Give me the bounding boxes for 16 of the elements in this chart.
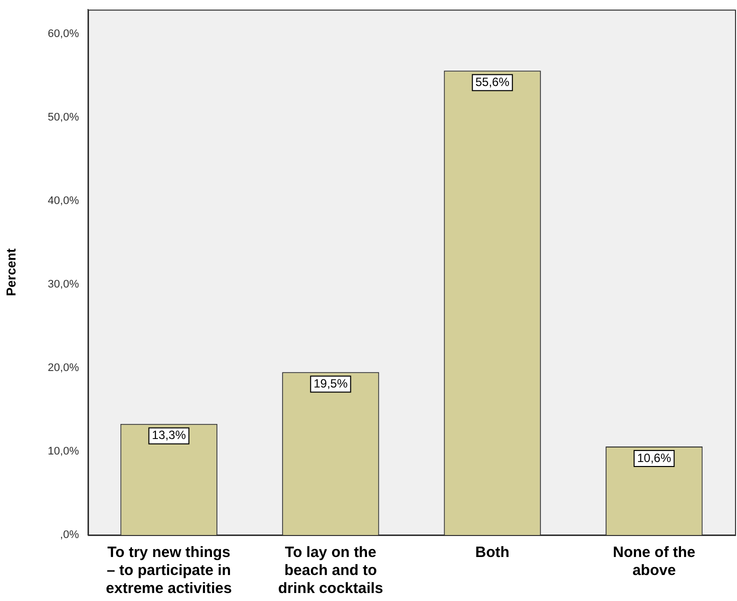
y-tick-label: 30,0% — [48, 278, 80, 290]
data-label: 19,5% — [314, 376, 348, 390]
data-label: 10,6% — [637, 450, 672, 465]
y-tick-label: 60,0% — [48, 28, 80, 40]
y-tick-label: ,0% — [60, 529, 80, 542]
x-tick-label: To try new things – to participate in extreme activities — [106, 544, 232, 598]
y-tick-label: 50,0% — [48, 111, 80, 124]
y-tick-label: 40,0% — [48, 194, 80, 207]
y-tick-label: 20,0% — [48, 362, 80, 374]
data-label: 13,3% — [152, 428, 186, 442]
x-tick-label: None of the above — [612, 544, 696, 580]
data-label: 55,6% — [475, 74, 510, 89]
y-axis-title: Percent — [3, 248, 18, 296]
y-tick-label: 10,0% — [48, 446, 80, 458]
x-tick-label: To lay on the beach and to drink cocktails — [278, 544, 384, 598]
x-tick-label: Both — [475, 544, 510, 562]
